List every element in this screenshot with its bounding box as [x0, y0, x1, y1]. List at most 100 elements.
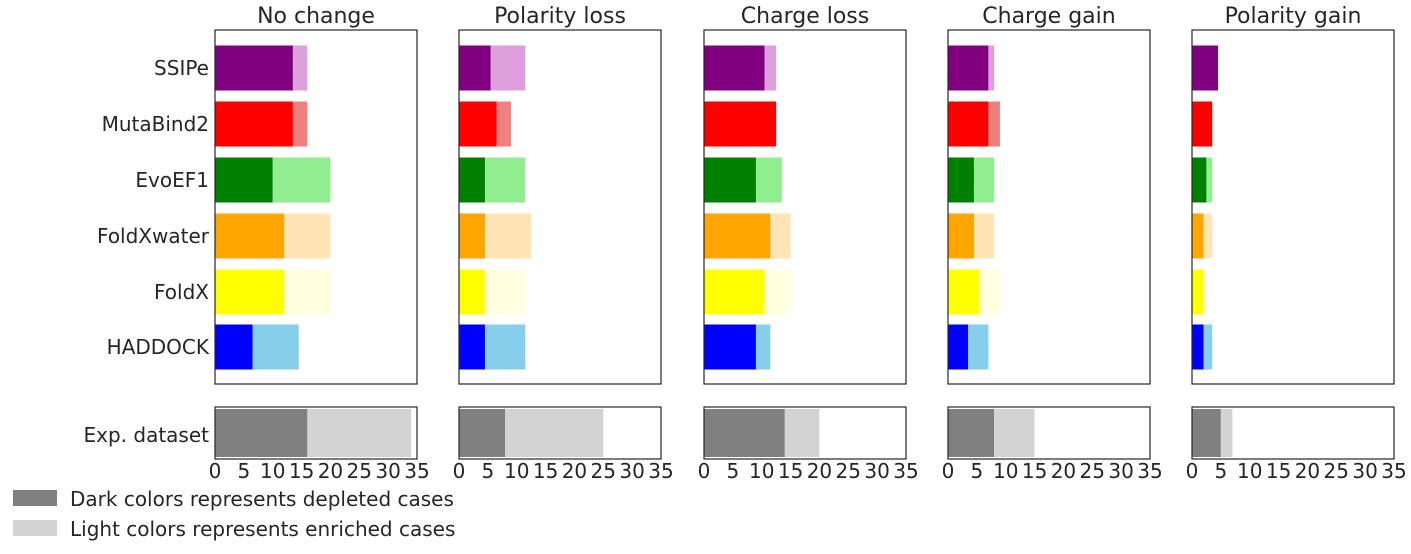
bar-charge-loss-foldxwater-depleted [704, 213, 771, 259]
xtick-no-change-35: 35 [404, 459, 429, 483]
bar-polarity-loss-mutabind2-depleted [459, 101, 497, 147]
bar-polarity-loss-foldxwater-enriched [484, 213, 532, 259]
frames-layer [214, 29, 1395, 460]
bar-charge-gain-foldx-depleted [948, 269, 980, 315]
bar-charge-gain-evoef1-enriched [973, 157, 995, 203]
xtick-charge-gain-25: 25 [1080, 459, 1105, 483]
xtick-charge-gain-20: 20 [1051, 459, 1076, 483]
axes-frame-charge-gain [947, 29, 1151, 385]
bar-polarity-loss-dataset-depleted [459, 409, 506, 457]
xtick-no-change-20: 20 [318, 459, 343, 483]
bar-charge-gain-ssipe-enriched [988, 45, 995, 91]
bar-no-change-foldxwater-depleted [215, 213, 285, 259]
xtick-polarity-gain-15: 15 [1266, 459, 1291, 483]
legend-swatch-enriched [13, 520, 57, 536]
bar-charge-gain-foldxwater-depleted [948, 213, 974, 259]
bar-charge-loss-foldx-depleted [704, 269, 765, 315]
bar-polarity-gain-haddock-enriched [1203, 324, 1213, 370]
bar-charge-gain-ssipe-depleted [948, 45, 989, 91]
bar-polarity-gain-ssipe-depleted [1192, 45, 1218, 91]
panel-title-charge-gain: Charge gain [982, 4, 1115, 29]
bar-charge-loss-ssipe-depleted [704, 45, 765, 91]
bar-polarity-loss-foldx-enriched [484, 269, 526, 315]
bar-polarity-gain-foldxwater-enriched [1203, 213, 1213, 259]
bar-polarity-loss-evoef1-enriched [484, 157, 526, 203]
xtick-polarity-loss-35: 35 [648, 459, 673, 483]
xtick-charge-loss-35: 35 [893, 459, 918, 483]
bar-charge-gain-foldxwater-enriched [973, 213, 995, 259]
xtick-no-change-0: 0 [209, 459, 222, 483]
bar-charge-gain-mutabind2-enriched [988, 101, 1000, 147]
bar-no-change-dataset-depleted [215, 409, 308, 457]
ylabel-foldxwater: FoldXwater [97, 224, 210, 248]
bar-polarity-loss-haddock-enriched [484, 324, 526, 370]
xtick-polarity-gain-0: 0 [1186, 459, 1199, 483]
bar-charge-loss-evoef1-enriched [755, 157, 782, 203]
xtick-polarity-gain-10: 10 [1237, 459, 1262, 483]
panel-title-no-change: No change [257, 4, 375, 29]
xtick-charge-loss-30: 30 [864, 459, 889, 483]
bar-no-change-ssipe-depleted [215, 45, 293, 91]
axes-frame-charge-loss [703, 29, 907, 385]
xtick-no-change-30: 30 [375, 459, 400, 483]
panel-title-polarity-loss: Polarity loss [494, 4, 626, 29]
bar-polarity-loss-mutabind2-enriched [496, 101, 511, 147]
xtick-charge-gain-30: 30 [1108, 459, 1133, 483]
bar-polarity-gain-foldxwater-depleted [1192, 213, 1204, 259]
axes-frame-no-change [214, 29, 418, 385]
xtick-polarity-loss-20: 20 [562, 459, 587, 483]
bar-charge-gain-foldx-enriched [979, 269, 1000, 315]
bar-polarity-gain-foldx-enriched [1203, 269, 1207, 315]
xtick-charge-gain-10: 10 [993, 459, 1018, 483]
xtick-polarity-loss-5: 5 [481, 459, 494, 483]
xtick-charge-loss-10: 10 [749, 459, 774, 483]
xtick-no-change-25: 25 [347, 459, 372, 483]
xtick-no-change-5: 5 [237, 459, 250, 483]
xtick-polarity-loss-15: 15 [533, 459, 558, 483]
axes-frame-charge-gain-dataset [947, 406, 1151, 460]
bar-polarity-gain-evoef1-enriched [1206, 157, 1213, 203]
xtick-polarity-gain-5: 5 [1214, 459, 1227, 483]
bar-no-change-mutabind2-enriched [292, 101, 308, 147]
bar-charge-gain-mutabind2-depleted [948, 101, 989, 147]
bar-no-change-foldxwater-enriched [284, 213, 331, 259]
xtick-no-change-10: 10 [260, 459, 285, 483]
bar-polarity-gain-foldx-depleted [1192, 269, 1204, 315]
ylabel-exp-dataset: Exp. dataset [84, 423, 210, 447]
bar-charge-loss-ssipe-enriched [764, 45, 777, 91]
xtick-charge-loss-15: 15 [778, 459, 803, 483]
bar-polarity-loss-ssipe-enriched [490, 45, 526, 91]
ylabel-evoef1: EvoEF1 [135, 168, 209, 192]
bar-polarity-gain-mutabind2-depleted [1192, 101, 1213, 147]
xtick-charge-loss-0: 0 [698, 459, 711, 483]
panel-title-charge-loss: Charge loss [741, 4, 869, 29]
xtick-polarity-gain-30: 30 [1352, 459, 1377, 483]
xtick-charge-loss-20: 20 [807, 459, 832, 483]
xtick-polarity-gain-25: 25 [1324, 459, 1349, 483]
xtick-polarity-loss-10: 10 [504, 459, 529, 483]
panel-title-polarity-gain: Polarity gain [1225, 4, 1362, 29]
bar-no-change-evoef1-enriched [272, 157, 331, 203]
bar-polarity-loss-foldx-depleted [459, 269, 485, 315]
legend: Dark colors represents depleted cases Li… [13, 487, 455, 541]
bar-no-change-haddock-depleted [215, 324, 253, 370]
xtick-polarity-loss-25: 25 [591, 459, 616, 483]
bar-charge-gain-haddock-depleted [948, 324, 969, 370]
bar-charge-gain-dataset-depleted [948, 409, 995, 457]
axes-frame-polarity-loss [458, 29, 662, 385]
bar-charge-loss-mutabind2-depleted [704, 101, 777, 147]
bar-charge-loss-dataset-depleted [704, 409, 785, 457]
axes-frame-polarity-gain-dataset [1191, 406, 1395, 460]
legend-label-depleted: Dark colors represents depleted cases [70, 487, 454, 511]
ylabel-foldx: FoldX [154, 280, 209, 304]
bar-no-change-foldx-enriched [284, 269, 331, 315]
bar-no-change-mutabind2-depleted [215, 101, 293, 147]
bar-no-change-dataset-enriched [307, 409, 412, 457]
xtick-charge-gain-15: 15 [1022, 459, 1047, 483]
xtick-charge-loss-5: 5 [726, 459, 739, 483]
ylabel-haddock: HADDOCK [107, 335, 210, 359]
axes-frame-polarity-gain [1191, 29, 1395, 385]
ylabel-mutabind2: MutaBind2 [102, 112, 209, 136]
bar-charge-loss-foldxwater-enriched [770, 213, 791, 259]
